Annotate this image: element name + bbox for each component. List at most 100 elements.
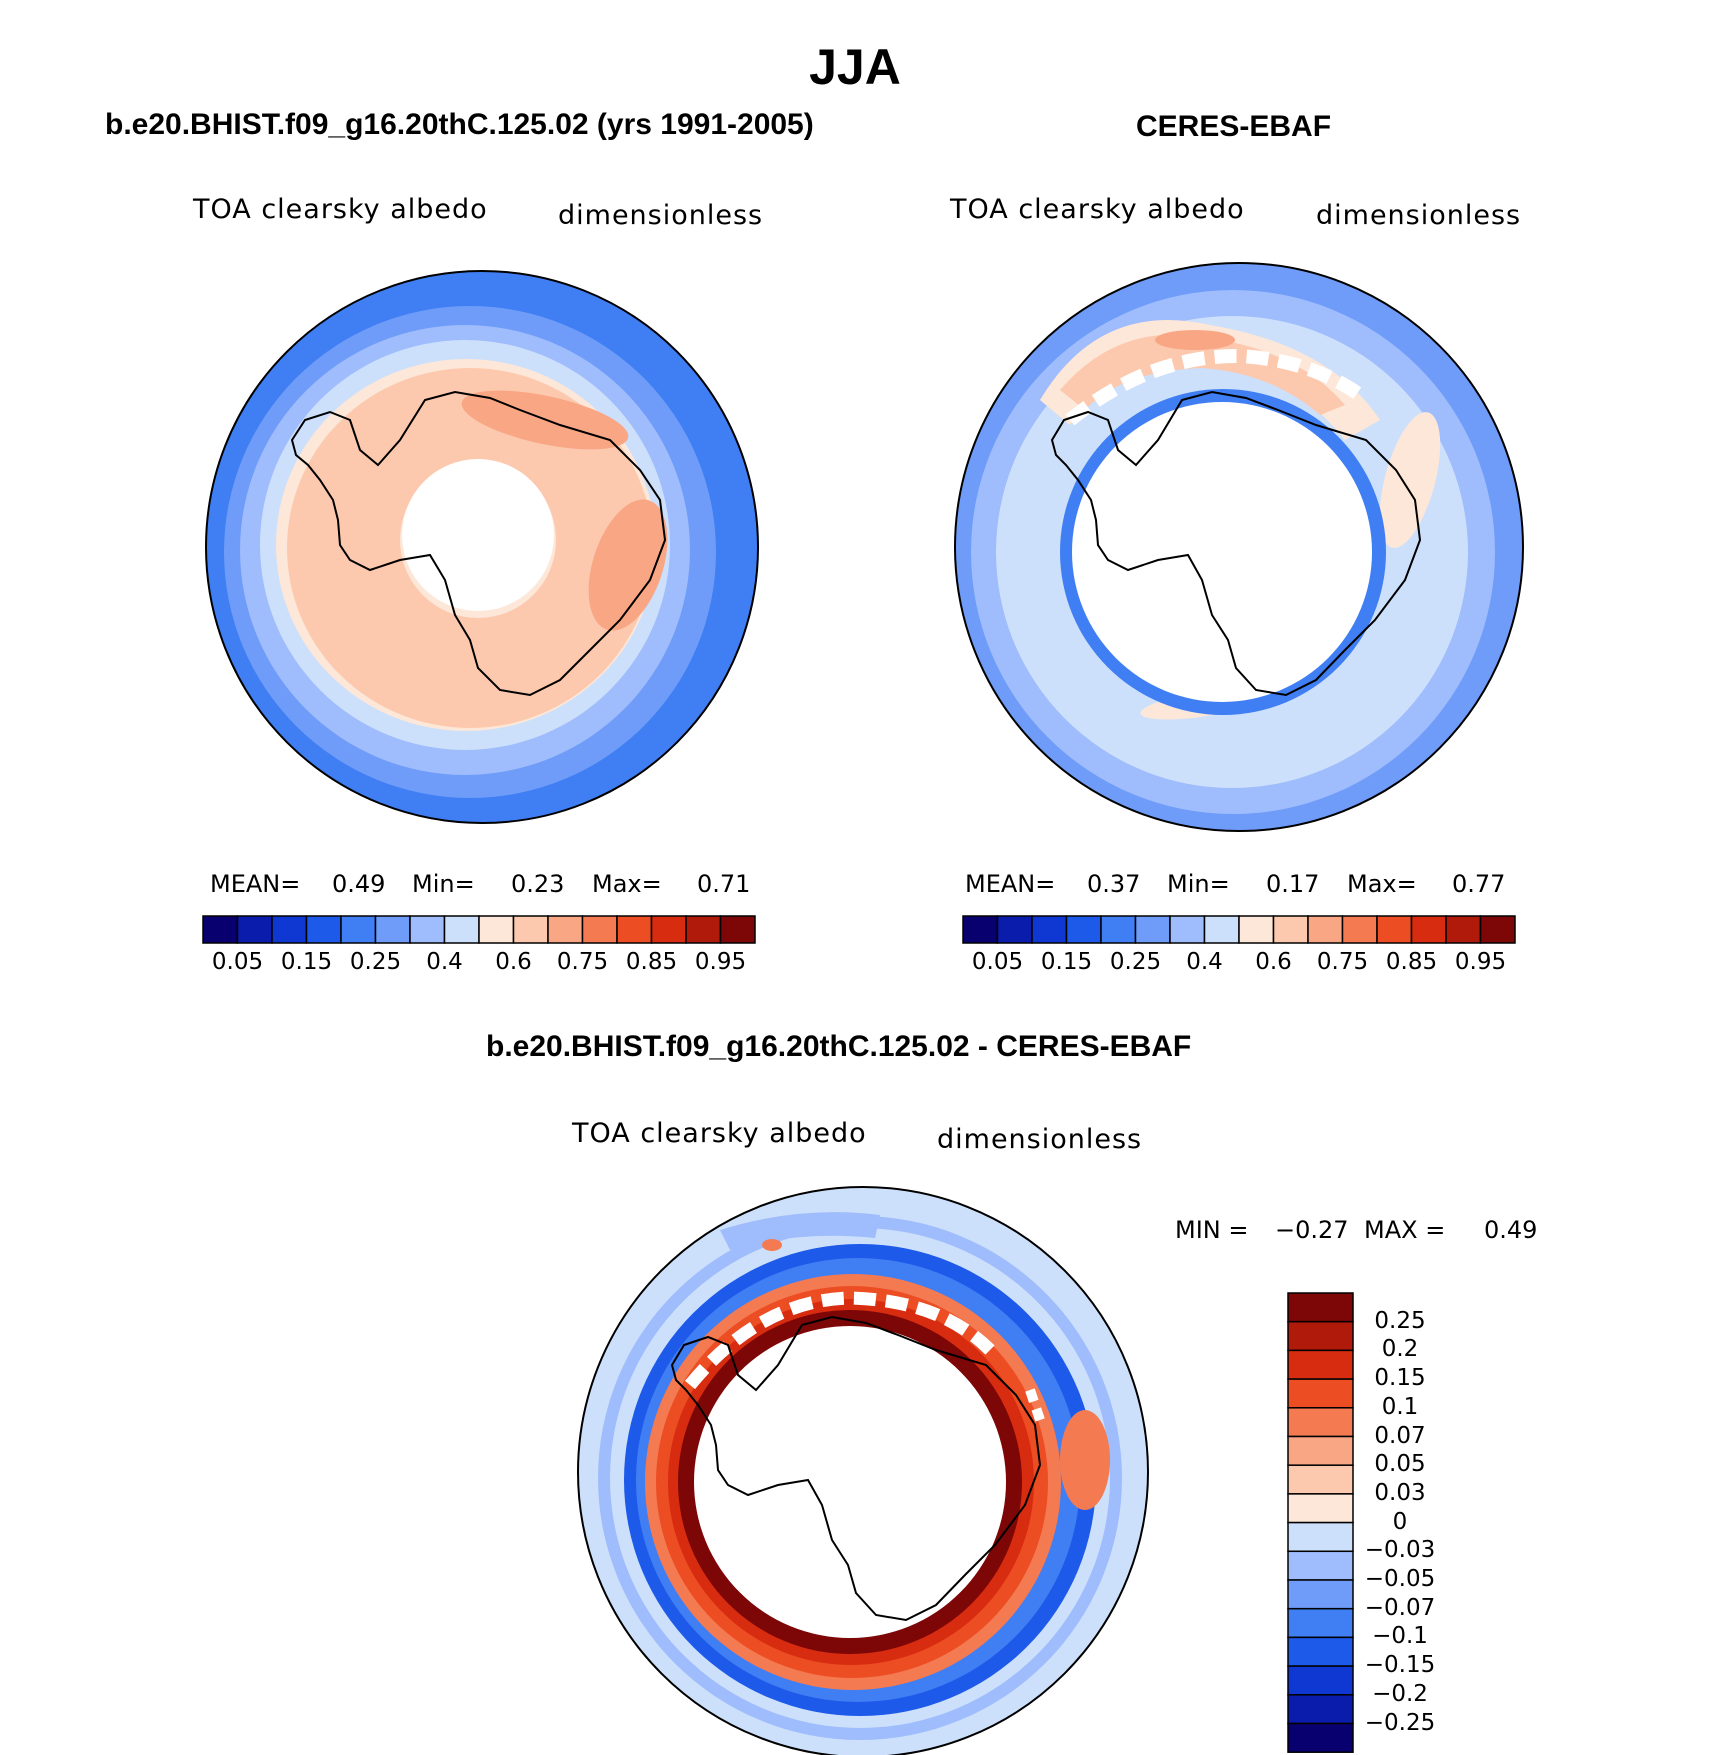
colorbar-box xyxy=(1238,915,1275,944)
colorbar-box xyxy=(1287,1320,1354,1352)
colorbar-box xyxy=(1287,1407,1354,1438)
panel1-mean-value: 0.49 xyxy=(332,870,386,898)
panel1-units-label: dimensionless xyxy=(558,200,764,231)
colorbar-tick-label: 0.05 xyxy=(971,949,1024,975)
colorbar-2 xyxy=(962,915,1516,944)
colorbar-box xyxy=(1287,1292,1354,1323)
panel2-min-value: 0.17 xyxy=(1266,870,1320,898)
colorbar-box xyxy=(1445,915,1482,944)
panel3-max-value: 0.49 xyxy=(1484,1216,1538,1244)
panel1-variable-label: TOA clearsky albedo xyxy=(193,194,488,225)
panel2-mean-label: MEAN= xyxy=(965,870,1056,898)
colorbar-tick-label: 0.15 xyxy=(280,949,333,975)
colorbar-box xyxy=(547,915,584,944)
panel2-variable-label: TOA clearsky albedo xyxy=(950,194,1245,225)
colorbar-box xyxy=(1203,915,1240,944)
panel3-min-label: MIN = xyxy=(1175,1216,1249,1244)
colorbar-box xyxy=(1287,1722,1354,1753)
colorbar-tick-label: 0.6 xyxy=(1255,949,1292,975)
panel1-title: b.e20.BHIST.f09_g16.20thC.125.02 (yrs 19… xyxy=(105,108,814,141)
colorbar-box xyxy=(1287,1378,1354,1409)
colorbar-box xyxy=(962,915,999,944)
map2-antarctica-coastline xyxy=(1050,390,1422,697)
colorbar-box xyxy=(305,915,342,944)
panel1-mean-label: MEAN= xyxy=(210,870,301,898)
panel1-max-label: Max= xyxy=(592,870,662,898)
colorbar-box xyxy=(1287,1694,1354,1725)
colorbar-box xyxy=(1287,1521,1354,1553)
colorbar-box xyxy=(1287,1665,1354,1696)
panel1-min-label: Min= xyxy=(412,870,475,898)
colorbar-tick-label: 0.4 xyxy=(426,949,463,975)
colorbar-box xyxy=(409,915,446,944)
colorbar-tick-label: 0.15 xyxy=(1040,949,1093,975)
figure-title: JJA xyxy=(809,39,901,95)
colorbar-tick-label: 0.85 xyxy=(1385,949,1438,975)
panel3-max-label: MAX = xyxy=(1364,1216,1446,1244)
colorbar-1 xyxy=(202,915,756,944)
colorbar-3 xyxy=(1287,1292,1354,1753)
colorbar-tick-label: 0.25 xyxy=(1374,1307,1426,1334)
colorbar-tick-label: 0.25 xyxy=(1109,949,1162,975)
colorbar-box xyxy=(512,915,549,944)
panel2-max-value: 0.77 xyxy=(1452,870,1506,898)
colorbar-tick-label: 0.07 xyxy=(1374,1422,1426,1449)
colorbar-tick-label: 0.95 xyxy=(694,949,747,975)
colorbar-box xyxy=(340,915,377,944)
colorbar-box xyxy=(650,915,687,944)
colorbar-tick-label: 0.25 xyxy=(349,949,402,975)
map3 xyxy=(577,1186,1149,1755)
panel2-max-label: Max= xyxy=(1347,870,1417,898)
colorbar-box xyxy=(581,915,618,944)
colorbar-box xyxy=(1287,1579,1354,1610)
colorbar-tick-label: 0.85 xyxy=(625,949,678,975)
colorbar-box xyxy=(1376,915,1413,944)
colorbar-tick-label: 0.03 xyxy=(1374,1479,1426,1506)
colorbar-box xyxy=(1272,915,1309,944)
map1-antarctica-coastline xyxy=(290,390,667,697)
colorbar-tick-label: −0.2 xyxy=(1372,1680,1428,1707)
colorbar-tick-label: 0.6 xyxy=(495,949,532,975)
colorbar-box xyxy=(685,915,722,944)
colorbar-tick-label: 0.1 xyxy=(1381,1393,1419,1420)
colorbar-tick-label: 0.05 xyxy=(1374,1451,1426,1478)
colorbar-box xyxy=(719,915,756,944)
colorbar-tick-label: −0.05 xyxy=(1364,1566,1436,1592)
colorbar-box xyxy=(443,915,480,944)
colorbar-tick-label: 0.15 xyxy=(1374,1365,1426,1392)
colorbar-box xyxy=(1169,915,1206,944)
colorbar-box xyxy=(1410,915,1447,944)
map3-antarctica-coastline xyxy=(670,1315,1042,1622)
colorbar-box xyxy=(236,915,273,944)
colorbar-tick-label: −0.03 xyxy=(1364,1537,1436,1564)
colorbar-tick-label: 0.95 xyxy=(1454,949,1507,975)
panel3-title: b.e20.BHIST.f09_g16.20thC.125.02 - CERES… xyxy=(486,1030,1192,1063)
colorbar-tick-label: 0.2 xyxy=(1381,1336,1419,1363)
colorbar-box xyxy=(1287,1493,1354,1524)
map2 xyxy=(954,262,1524,832)
panel2-mean-value: 0.37 xyxy=(1087,870,1141,898)
colorbar-box xyxy=(1031,915,1068,944)
colorbar-box xyxy=(1307,915,1344,944)
colorbar-box xyxy=(478,915,515,944)
colorbar-tick-label: −0.25 xyxy=(1364,1709,1436,1736)
colorbar-box xyxy=(374,915,411,944)
colorbar-tick-label: −0.15 xyxy=(1364,1652,1436,1679)
colorbar-box xyxy=(616,915,653,944)
map1 xyxy=(205,270,759,824)
colorbar-box xyxy=(996,915,1033,944)
colorbar-tick-label: 0.05 xyxy=(211,949,264,975)
panel3-min-value: −0.27 xyxy=(1275,1216,1349,1244)
panel3-units-label: dimensionless xyxy=(937,1124,1143,1155)
colorbar-box xyxy=(1287,1607,1354,1639)
colorbar-box xyxy=(1065,915,1102,944)
colorbar-box xyxy=(1287,1550,1354,1581)
colorbar-box xyxy=(1287,1349,1354,1380)
colorbar-box xyxy=(1479,915,1516,944)
colorbar-tick-label: 0.75 xyxy=(1316,949,1369,975)
colorbar-box xyxy=(271,915,308,944)
panel1-max-value: 0.71 xyxy=(697,870,751,898)
colorbar-tick-label: 0.4 xyxy=(1186,949,1223,975)
panel2-min-label: Min= xyxy=(1167,870,1230,898)
